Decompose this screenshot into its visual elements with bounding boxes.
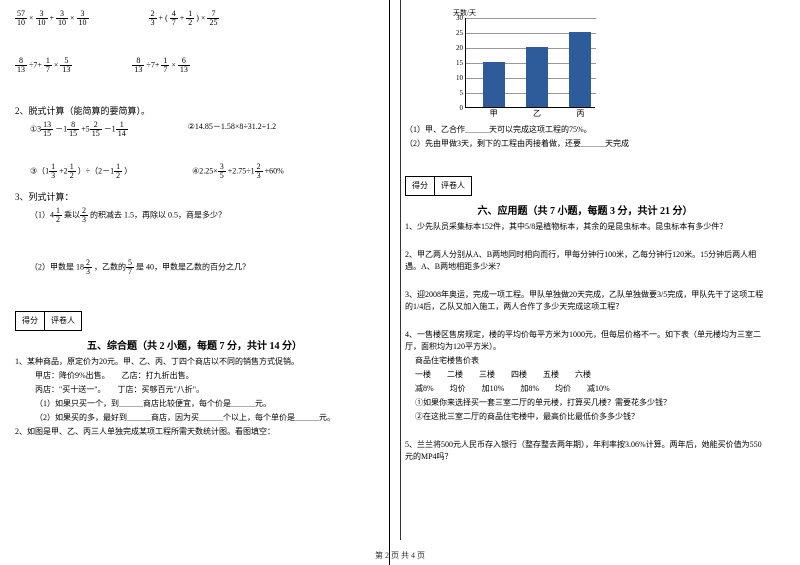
xtick: 丙	[576, 108, 584, 119]
app-q4-l1: 4、一售楼区售房规定，楼的平均价每平方米为1000元，但每层价格不一。如下表（单…	[405, 329, 765, 353]
section-6-title: 六、应用题（共 7 小题，每题 3 分，共计 21 分）	[405, 202, 765, 217]
expression-6: ②14.85－1.58×8÷31.2÷1.2	[188, 121, 276, 138]
left-column: 5710 × 310 + 310 × 310 23 + ( 47 + 12 ) …	[0, 0, 390, 565]
bar	[526, 47, 548, 107]
expression-4: 813 ÷7+ 17 × 613	[132, 57, 189, 74]
ytick: 20	[456, 44, 463, 52]
item-3-2: （2）甲数是 1823 ，乙数的57 是 40，甲数是乙数的百分之几？	[30, 259, 374, 276]
expression-1: 5710 × 310 + 310 × 310	[15, 10, 89, 27]
score-label: 得分	[16, 312, 45, 330]
score-box-section-6: 得分 评卷人	[405, 176, 765, 196]
item-3-1: （1）412 乘以23 的积减去 1.5，再除以 0.5，商是多少？	[30, 207, 374, 224]
expression-7: ③（113 +212 ）÷（2－112 ）	[30, 163, 132, 180]
ytick: 0	[460, 104, 464, 112]
ytick: 10	[456, 74, 463, 82]
xtick: 乙	[533, 108, 541, 119]
q5-2-line: 2、如图是甲、乙、丙三人单独完成某项工程所需天数统计图。看图填空：	[15, 426, 374, 438]
bar	[569, 32, 591, 107]
xtick: 甲	[490, 108, 498, 119]
app-q4: 4、一售楼区售房规定，楼的平均价每平方米为1000元，但每层价格不一。如下表（单…	[405, 329, 765, 423]
ytick: 5	[460, 89, 464, 97]
app-q4-sub1: ①如果你来选择买一套三室二厅的单元楼，打算买几楼？需要花多少钱？	[415, 397, 765, 409]
expr-row-1: 5710 × 310 + 310 × 310 23 + ( 47 + 12 ) …	[15, 10, 374, 27]
score-box-section-5: 得分 评卷人	[15, 311, 374, 331]
app-q4-table-title: 商品住宅楼售价表	[415, 355, 765, 367]
heading-2: 2、脱式计算（能简算的要简算）。	[15, 104, 374, 117]
expression-3: 813 ÷7+ 17 × 513	[15, 57, 72, 74]
app-q4-sub2: ②在这批三室二厅的商品住宅楼中，最高价比最低价多多少钱？	[415, 411, 765, 423]
ytick: 30	[456, 14, 463, 22]
app-q4-header: 一楼 二楼 三楼 四楼 五楼 六楼	[415, 369, 765, 381]
expr-row-4: ③（113 +212 ）÷（2－112 ） ④2.25×35 +2.75÷123…	[30, 163, 374, 180]
q5-1-sub2: （2）如果买的多，最好到＿＿＿商店，因为买＿＿＿个以上，每个单价是＿＿＿元。	[35, 412, 374, 424]
right-column: 天数/天 051015202530甲乙丙 （1）甲、乙合作＿＿＿天可以完成这项工…	[390, 0, 780, 565]
page-footer: 第 2 页 共 4 页	[0, 550, 800, 561]
expr-row-2: 813 ÷7+ 17 × 513 813 ÷7+ 17 × 613	[15, 57, 374, 74]
bar-chart: 天数/天 051015202530甲乙丙	[435, 10, 605, 120]
q5-1-bing: 丙店："买十送一"。 丁店：买够百元"八折"。	[35, 384, 374, 396]
chart-axes: 051015202530甲乙丙	[465, 18, 595, 108]
expression-8: ④2.25×35 +2.75÷123 +60%	[192, 163, 284, 180]
section-5-title: 五、综合题（共 2 小题，每题 7 分，共计 14 分）	[15, 337, 374, 352]
expression-2: 23 + ( 47 + 12 ) × 725	[149, 10, 220, 27]
q5-1-line1: 1、某种商品，原定价为20元。甲、乙、丙、丁四个商店以不同的销售方式促销。	[15, 356, 374, 368]
reviewer-label-6: 评卷人	[435, 177, 471, 195]
ytick: 25	[456, 29, 463, 37]
app-q4-row: 减8% 均价 加10% 加8% 均价 减10%	[415, 383, 765, 395]
score-label-6: 得分	[406, 177, 435, 195]
reviewer-label: 评卷人	[45, 312, 81, 330]
chart-q1: （1）甲、乙合作＿＿＿天可以完成这项工程的75%。	[405, 124, 765, 136]
q5-1-sub1: （1）如果只买一个，到＿＿＿商店比较便宜，每个价是＿＿＿元。	[35, 398, 374, 410]
app-q2: 2、甲乙两人分别从A、B两地同时相向而行，甲每分钟行100米，乙每分钟行120米…	[405, 249, 765, 273]
app-q5: 5、兰兰将500元人民币存入银行（整存整去两年期），年利率按3.06%计算。两年…	[405, 439, 765, 463]
app-q3: 3、迎2008年奥运，完成一项工程。甲队单独做20天完成，乙队单独做要3/5完成…	[405, 289, 765, 313]
app-q1: 1、少先队员采集标本152件，其中5/8是植物标本，其余的是昆虫标本。昆虫标本有…	[405, 221, 765, 233]
chart-q2: （2）先由甲做3天，剩下的工程由丙接着做，还要＿＿＿天完成	[405, 138, 765, 150]
expression-5: ①31315 －1815 +5215 －1114	[30, 121, 128, 138]
ytick: 15	[456, 59, 463, 67]
heading-3: 3、列式计算：	[15, 190, 374, 203]
q5-1-jia: 甲店：降价9%出售。 乙店：打九折出售。	[35, 370, 374, 382]
bar	[483, 62, 505, 107]
expr-row-3: ①31315 －1815 +5215 －1114 ②14.85－1.58×8÷3…	[30, 121, 374, 138]
